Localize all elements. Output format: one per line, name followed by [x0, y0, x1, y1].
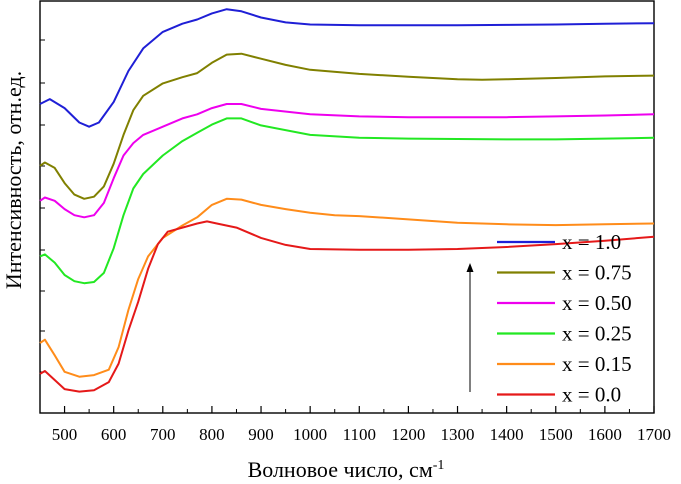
series-line-x-1-0	[39, 8, 655, 128]
series-line-x-0-0	[39, 220, 655, 393]
x-axis-tick-labels: 500 600 700 800 900 1000 1100 1200 1300 1400 1500 1…	[52, 425, 671, 444]
series-line-x-0-25	[39, 117, 655, 285]
x-tick-label: 500	[52, 425, 78, 444]
x-axis-title: Волновое число, см-1	[248, 457, 445, 482]
legend-label: x = 0.50	[562, 291, 632, 315]
series-lines	[39, 8, 655, 393]
x-tick-label: 1700	[637, 425, 671, 444]
legend-label: x = 0.0	[562, 383, 621, 407]
x-tick-label: 1300	[441, 425, 475, 444]
x-tick-label: 1600	[588, 425, 622, 444]
x-tick-label: 800	[199, 425, 225, 444]
plot-frame	[39, 0, 655, 414]
legend: x = 1.0 x = 0.75 x = 0.50 x = 0.25 x = 0.15 x…	[497, 230, 632, 407]
x-axis-ticks	[39, 406, 655, 413]
legend-label: x = 0.15	[562, 352, 632, 376]
x-tick-label: 900	[248, 425, 274, 444]
series-line-x-0-15	[39, 197, 655, 378]
annotation-arrow	[466, 263, 474, 392]
y-axis-ticks	[40, 39, 45, 373]
legend-label: x = 1.0	[562, 230, 621, 254]
x-tick-label: 1100	[343, 425, 376, 444]
x-tick-label: 1500	[539, 425, 573, 444]
legend-label: x = 0.75	[562, 261, 632, 285]
x-axis-title-superscript: -1	[433, 458, 445, 473]
legend-label: x = 0.25	[562, 322, 632, 346]
x-tick-label: 600	[101, 425, 127, 444]
x-tick-label: 1400	[490, 425, 524, 444]
x-tick-label: 700	[150, 425, 176, 444]
x-tick-label: 1200	[391, 425, 425, 444]
x-tick-label: 1000	[293, 425, 327, 444]
y-axis-title: Интенсивность, отн.ед.	[1, 71, 26, 289]
series-line-x-0-50	[39, 103, 655, 219]
series-line-x-0-75	[39, 52, 655, 200]
